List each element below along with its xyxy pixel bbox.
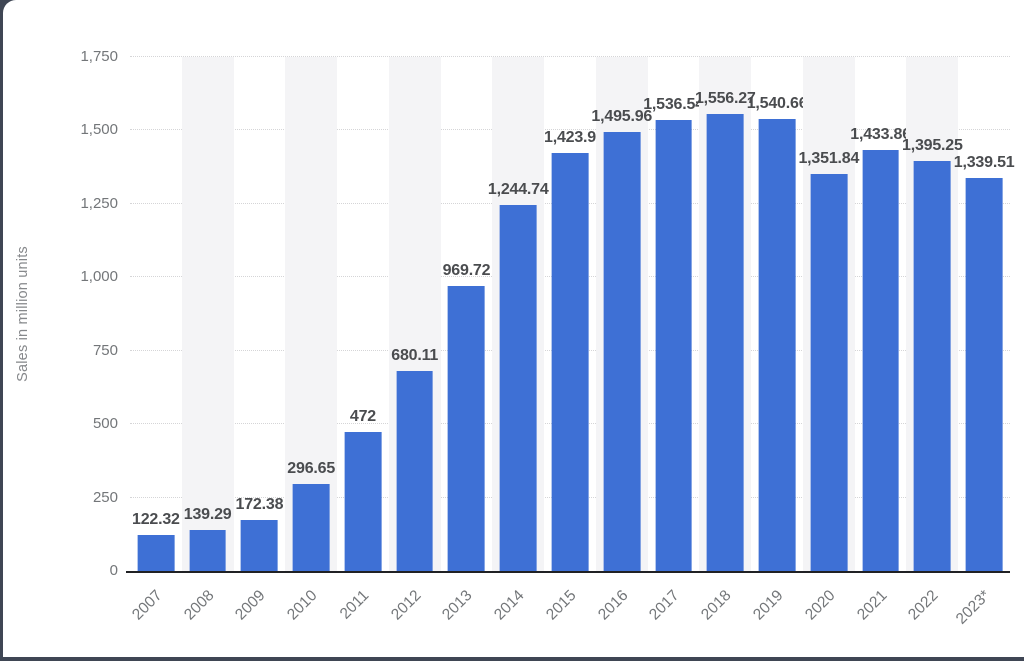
bar-value-label: 1,556.27 xyxy=(694,89,756,107)
x-tick-label: 2007 xyxy=(128,587,166,624)
bar-column: 1,556.27 2018 xyxy=(695,57,756,623)
x-tick-label: 2011 xyxy=(336,587,373,623)
bar[interactable] xyxy=(189,530,227,571)
x-tick-label: 2013 xyxy=(439,587,476,624)
columns-layer: 122.32 2007 139.29 2008 172.38 2009 296.65 2010… xyxy=(129,57,1015,628)
bar-column: 1,495.96 2016 xyxy=(591,57,652,623)
bar[interactable] xyxy=(603,131,641,571)
y-tick-label: 500 xyxy=(92,415,118,433)
bar[interactable] xyxy=(137,535,175,571)
bar-column: 172.38 2009 xyxy=(232,57,286,623)
bar[interactable] xyxy=(551,152,589,571)
bar-column: 1,351.84 2020 xyxy=(798,57,859,623)
y-tick-label: 1,000 xyxy=(80,268,118,286)
bar[interactable] xyxy=(241,520,278,571)
bar[interactable] xyxy=(758,118,796,571)
bar-value-label: 1,244.74 xyxy=(487,181,549,199)
bar[interactable] xyxy=(499,205,537,571)
y-tick-label: 750 xyxy=(92,341,118,359)
bar-column: 680.11 2012 xyxy=(388,57,441,623)
x-tick-label: 2021 xyxy=(853,587,891,624)
bar[interactable] xyxy=(292,483,330,571)
gridline xyxy=(130,56,1010,57)
x-tick-label: 2020 xyxy=(801,587,839,624)
bar-column: 969.72 2013 xyxy=(440,57,493,623)
bar-value-label: 1,433.86 xyxy=(850,125,911,143)
bar-value-label: 1,536.54 xyxy=(643,95,704,113)
chart-card: Sales in million units 0 250 500 750 1,000 1,… xyxy=(3,0,1024,657)
y-tick-label: 250 xyxy=(92,488,118,506)
bar[interactable] xyxy=(448,286,485,571)
x-tick-label: 2017 xyxy=(646,587,683,624)
x-tick-label: 2009 xyxy=(232,587,269,624)
bar-column: 1,244.74 2014 xyxy=(488,57,549,623)
bar[interactable] xyxy=(396,371,434,571)
bar-value-label: 472 xyxy=(349,408,376,426)
bar-column: 1,339.51 2023* xyxy=(953,57,1015,628)
bar-value-label: 1,395.25 xyxy=(902,137,963,155)
plot-area: 0 250 500 750 1,000 1,250 1,500 1,750 122.32 200… xyxy=(80,48,1015,628)
x-axis-line xyxy=(126,571,1010,573)
x-tick-label: 2015 xyxy=(543,587,580,624)
x-tick-label: 2012 xyxy=(387,587,425,624)
bar[interactable] xyxy=(913,161,951,571)
x-tick-label: 2018 xyxy=(698,587,735,624)
bar-column: 1,423.9 2015 xyxy=(543,57,596,624)
bar-column: 472 2011 xyxy=(337,57,389,623)
bar[interactable] xyxy=(706,113,744,571)
y-axis-labels: 0 250 500 750 1,000 1,250 1,500 1,750 xyxy=(38,48,118,579)
bar[interactable] xyxy=(810,173,848,571)
bar-value-label: 1,339.51 xyxy=(953,153,1015,171)
bar[interactable] xyxy=(655,119,692,571)
bar-value-label: 122.32 xyxy=(132,511,180,529)
bar-value-label: 296.65 xyxy=(287,459,336,477)
y-tick-label: 1,750 xyxy=(80,48,118,65)
bar-value-label: 1,351.84 xyxy=(798,149,860,167)
bar-column: 1,540.66 2019 xyxy=(747,57,808,624)
y-tick-label: 1,500 xyxy=(80,121,118,139)
bar-column: 1,433.86 2021 xyxy=(850,57,911,624)
bar-value-label: 969.72 xyxy=(442,262,491,280)
x-tick-label: 2008 xyxy=(180,587,218,624)
bar-column: 139.29 2008 xyxy=(181,57,234,623)
bar[interactable] xyxy=(862,149,899,571)
bar[interactable] xyxy=(965,177,1003,571)
x-tick-label: 2010 xyxy=(284,587,321,624)
bar-value-label: 680.11 xyxy=(391,347,439,365)
bar-value-label: 1,423.9 xyxy=(544,128,596,146)
x-tick-label: 2016 xyxy=(594,587,632,624)
y-tick-label: 0 xyxy=(109,562,118,579)
bar-column: 1,536.54 2017 xyxy=(643,57,704,624)
bar-column: 296.65 2010 xyxy=(284,57,338,623)
x-tick-label: 2014 xyxy=(491,587,528,624)
bar-value-label: 1,540.66 xyxy=(746,94,808,112)
x-tick-label: 2019 xyxy=(750,587,787,624)
y-axis-title: Sales in million units xyxy=(15,246,31,382)
gridline xyxy=(130,129,1010,131)
bar-value-label: 1,495.96 xyxy=(591,107,653,125)
bar-column: 122.32 2007 xyxy=(129,57,182,623)
y-tick-label: 1,250 xyxy=(80,194,118,212)
x-tick-label: 2022 xyxy=(905,587,942,624)
bar-column: 1,395.25 2022 xyxy=(902,57,963,623)
bar-value-label: 139.29 xyxy=(183,506,232,524)
bar-value-label: 172.38 xyxy=(235,496,284,514)
x-tick-label: 2023* xyxy=(952,587,994,628)
bar[interactable] xyxy=(344,432,382,571)
